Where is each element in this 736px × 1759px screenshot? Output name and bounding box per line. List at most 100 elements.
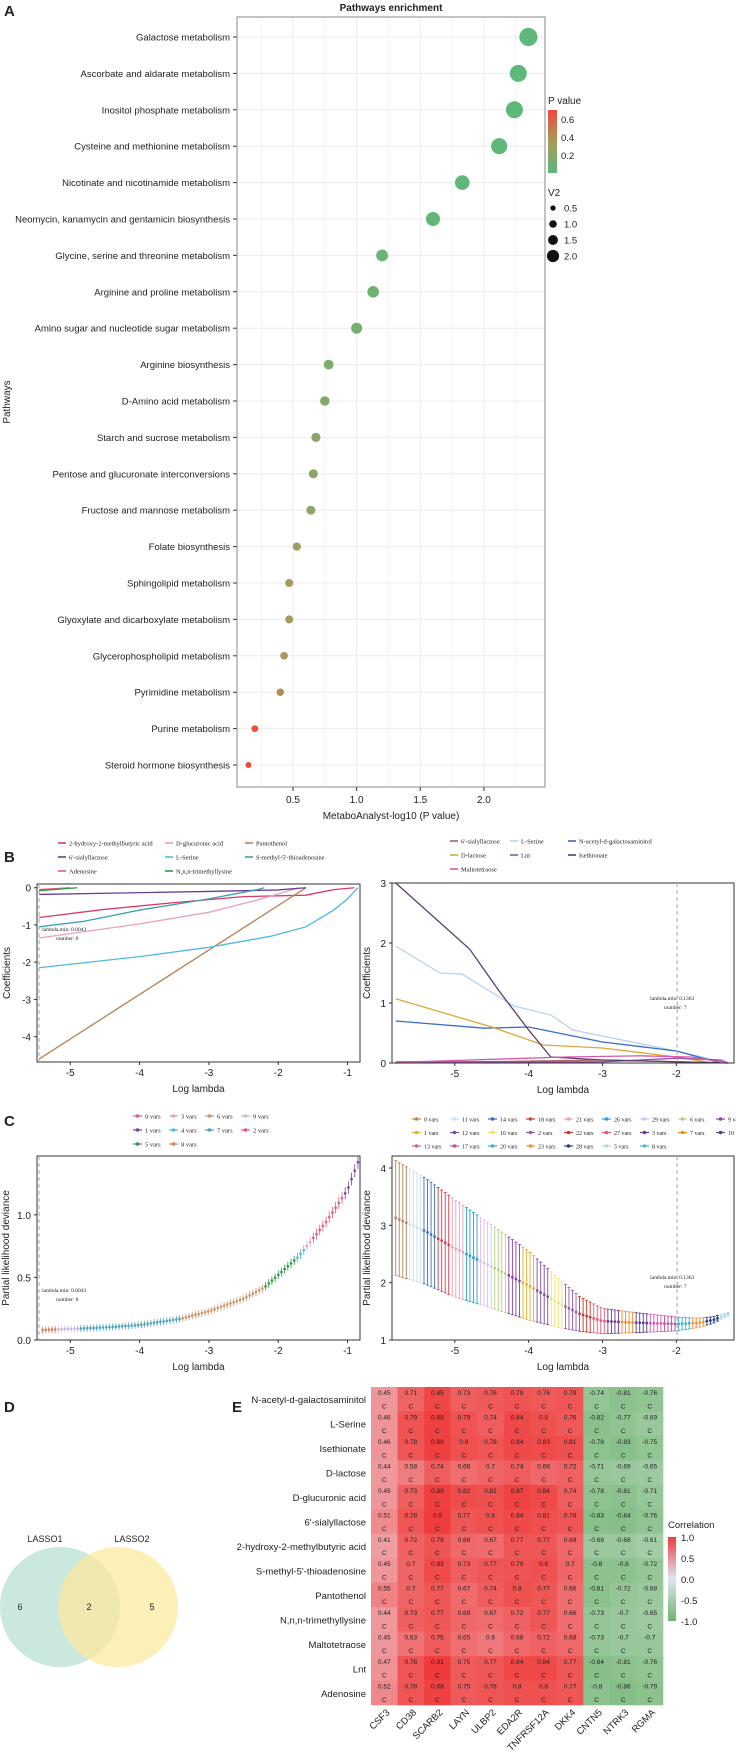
cell-value: 0.78 xyxy=(404,1659,417,1666)
cell-value: -0.76 xyxy=(642,1512,657,1519)
cell-fill xyxy=(477,1411,505,1437)
coefficient-path xyxy=(395,1057,729,1064)
cell-mark: C xyxy=(568,1501,573,1508)
cell-fill xyxy=(503,1387,531,1412)
deviance-point xyxy=(257,1288,261,1292)
y-axis-label: Partial likelihood deviance xyxy=(362,1190,373,1306)
deviance-point xyxy=(496,1268,500,1272)
deviance-point xyxy=(69,1327,73,1331)
heatmap-cell: 0.84 C xyxy=(503,1411,531,1437)
cell-mark: C xyxy=(435,1648,440,1655)
deviance-point xyxy=(542,1293,546,1297)
cell-value: 0.77 xyxy=(511,1537,524,1544)
deviance-point xyxy=(698,1321,702,1324)
heatmap-cell: -0.72 C xyxy=(636,1558,664,1583)
cell-mark: C xyxy=(594,1428,599,1435)
heatmap-cell: 0.73 C xyxy=(397,1484,425,1510)
heatmap-cell: -0.68 C xyxy=(609,1533,637,1559)
heatmap-cell: 0.78 C xyxy=(397,1680,425,1706)
cell-mark: C xyxy=(621,1624,626,1631)
heatmap-cell: 0.51 C xyxy=(371,1509,398,1535)
deviance-point xyxy=(315,1232,318,1236)
deviance-point xyxy=(130,1324,134,1327)
heatmap-cell: -0.68 C xyxy=(636,1582,664,1608)
cell-fill xyxy=(530,1607,558,1632)
x-tick-label: -5 xyxy=(450,1069,459,1080)
cell-value: 0.89 xyxy=(431,1488,444,1495)
coefficient-path xyxy=(395,882,729,1064)
cell-fill xyxy=(450,1460,478,1486)
cell-mark: C xyxy=(462,1624,467,1631)
legend-label: 7 vars xyxy=(690,1131,705,1137)
coefficient-path xyxy=(39,887,359,969)
legend-label: 13 vars xyxy=(424,1145,442,1151)
deviance-point xyxy=(194,1313,197,1317)
deviance-point xyxy=(694,1321,698,1325)
y-tick-label: 0 xyxy=(25,884,31,895)
legend-item: D-lactose xyxy=(450,853,486,860)
pathway-bubble xyxy=(351,322,363,334)
heatmap-cell: 0.81 C xyxy=(556,1435,584,1461)
cell-mark: C xyxy=(435,1624,440,1631)
cell-fill xyxy=(424,1631,451,1657)
legend-label: N,n,n-trimethyllysine xyxy=(176,869,232,876)
size-legend-label: 2.0 xyxy=(564,252,577,263)
x-axis-label: Log lambda xyxy=(537,1362,590,1373)
cell-mark: C xyxy=(568,1550,573,1557)
deviance-point xyxy=(324,1220,328,1224)
legend-item: 6'-sialyllactose xyxy=(450,839,500,846)
cell-fill xyxy=(530,1582,558,1608)
x-tick-label: -3 xyxy=(204,1346,213,1357)
cell-fill xyxy=(424,1558,451,1583)
cell-value: 0.79 xyxy=(404,1414,417,1421)
deviance-point xyxy=(422,1229,426,1232)
cell-value: 0.77 xyxy=(431,1586,444,1593)
cell-value: 0.73 xyxy=(404,1488,417,1495)
deviance-point xyxy=(687,1321,691,1325)
cell-value: 0.77 xyxy=(484,1561,497,1568)
plot-frame xyxy=(391,882,735,1064)
cell-mark: C xyxy=(408,1477,413,1484)
deviance-point xyxy=(528,1284,532,1288)
pathway-label: Purine metabolism xyxy=(151,724,230,735)
pathway-label: Sphingolipid metabolism xyxy=(127,579,230,590)
cell-value: -0.76 xyxy=(642,1390,657,1397)
legend-item: 7 vars xyxy=(205,1128,233,1135)
cell-value: 0.74 xyxy=(484,1586,497,1593)
row-label: Lnt xyxy=(353,1664,367,1675)
cell-value: 0.77 xyxy=(537,1586,550,1593)
legend-item: 16 vars xyxy=(488,1130,518,1137)
cell-mark: C xyxy=(621,1477,626,1484)
cell-value: 0.77 xyxy=(484,1659,497,1666)
heatmap-cell: -0.76 C xyxy=(636,1387,664,1412)
pathway-label: Glycerophospholipid metabolism xyxy=(93,651,230,662)
cell-mark: C xyxy=(408,1648,413,1655)
x-tick-label: -1 xyxy=(343,1346,352,1357)
number-annotation: number: 8 xyxy=(56,936,79,942)
cell-value: -0.81 xyxy=(616,1659,631,1666)
heatmap-cell: 0.84 C xyxy=(530,1484,558,1510)
y-tick-label: -3 xyxy=(22,995,31,1006)
cell-mark: C xyxy=(515,1648,520,1655)
heatmap-cell: 0.76 C xyxy=(556,1411,584,1437)
deviance-point xyxy=(350,1177,353,1181)
cell-fill xyxy=(636,1387,664,1412)
deviance-point xyxy=(353,1169,357,1172)
pathway-label: Arginine and proline metabolism xyxy=(94,287,230,298)
correlation-heatmap: N-acetyl-d-galactosaminitol0.45C0.71C0.8… xyxy=(237,1387,714,1754)
cv-deviance-plot-2: -5 -4 -3 -2 1 2 3 4 Log lambda Partial likelihood… xyxy=(362,1117,736,1373)
deviance-point xyxy=(670,1322,673,1326)
cell-value: -0.8 xyxy=(591,1561,603,1568)
cell-mark: C xyxy=(382,1599,387,1606)
cell-value: 0.78 xyxy=(484,1439,497,1446)
cell-mark: C xyxy=(462,1526,467,1533)
cell-mark: C xyxy=(462,1648,467,1655)
heatmap-cell: 0.74 C xyxy=(424,1460,451,1486)
legend-swatch-dot xyxy=(604,1117,609,1121)
pathway-bubble xyxy=(320,396,330,406)
legend-item: L-Serine xyxy=(510,839,544,846)
cell-fill xyxy=(583,1680,611,1706)
legend-label: 0 vars xyxy=(424,1118,439,1124)
legend-item: 29 vars xyxy=(640,1117,670,1124)
legend-item: 1 vars xyxy=(133,1128,161,1135)
